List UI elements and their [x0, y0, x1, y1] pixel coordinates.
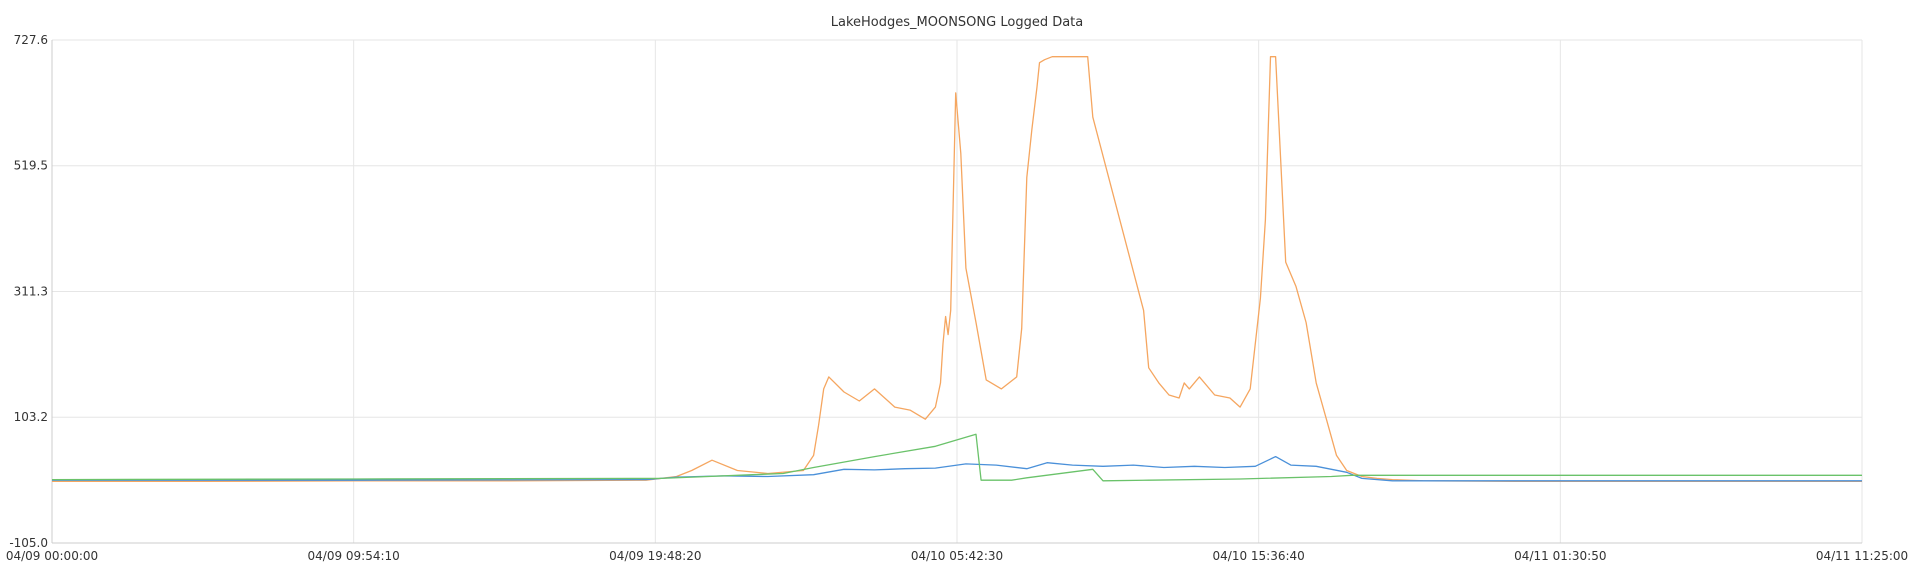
- chart-title: LakeHodges_MOONSONG Logged Data: [831, 15, 1084, 30]
- gridlines: [51, 39, 1863, 544]
- x-tick-label: 04/09 19:48:20: [609, 549, 701, 563]
- x-tick-label: 04/10 15:36:40: [1213, 549, 1305, 563]
- x-tick-label: 04/10 05:42:30: [911, 549, 1003, 563]
- x-axis-ticks: 04/09 00:00:00 04/09 09:54:10 04/09 19:48:…: [6, 549, 1908, 563]
- series-lines: [51, 56, 1862, 483]
- y-tick-label: 519.5: [14, 159, 48, 173]
- series-line-1: [52, 455, 1862, 482]
- x-tick-label: 04/09 00:00:00: [6, 549, 98, 563]
- x-tick-label: 04/11 01:30:50: [1514, 549, 1606, 563]
- y-tick-label: 311.3: [14, 285, 48, 299]
- y-tick-label: 727.6: [14, 33, 48, 47]
- x-tick-label: 04/09 09:54:10: [308, 549, 400, 563]
- series-line-2: [51, 433, 1862, 482]
- y-tick-label: 103.2: [14, 410, 48, 424]
- y-axis-ticks: 727.6 519.5 311.3 103.2 -105.0: [9, 33, 48, 550]
- y-tick-label: -105.0: [9, 536, 48, 550]
- series-line-0: [52, 56, 1862, 483]
- x-tick-label: 04/11 11:25:00: [1816, 549, 1908, 563]
